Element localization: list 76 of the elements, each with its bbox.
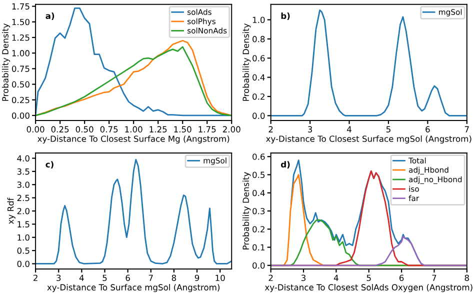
x-tick-label: 5 bbox=[386, 126, 390, 132]
x-tick-label: 10 bbox=[216, 274, 225, 282]
line-series bbox=[270, 9, 467, 116]
y-tick-label: 0.6 bbox=[252, 154, 265, 160]
x-tick-label: 1.00 bbox=[125, 126, 142, 132]
x-tick-label: 4 bbox=[347, 126, 352, 132]
x-tick-label: 8 bbox=[464, 274, 469, 282]
y-tick-label: 0.1 bbox=[252, 244, 264, 251]
x-axis-title: xy-Distance To Closest Surface Mg (Angstrom) bbox=[38, 135, 230, 144]
y-tick-label: 0.0 bbox=[17, 260, 30, 268]
x-tick-label: 2 bbox=[268, 126, 273, 132]
y-tick-label: 0.0 bbox=[252, 262, 265, 269]
x-tick-label: 2 bbox=[268, 274, 273, 281]
y-tick-label: 1.25 bbox=[12, 34, 30, 41]
line-series bbox=[270, 236, 467, 266]
x-tick-label: 1.75 bbox=[198, 126, 216, 132]
x-axis-title: xy-Distance To Closest Surface mgSol (Angstrom) bbox=[266, 135, 472, 144]
x-tick-label: 2.00 bbox=[222, 126, 240, 132]
y-tick-label: 0.5 bbox=[252, 172, 265, 178]
y-tick-label: 0.6 bbox=[252, 55, 265, 62]
y-tick-label: 1.5 bbox=[18, 221, 30, 228]
annotation: b) bbox=[281, 12, 290, 20]
y-tick-label: 0.2 bbox=[252, 226, 264, 232]
y-tick-label: 3.0 bbox=[17, 182, 30, 188]
annotation: a) bbox=[46, 12, 54, 20]
y-tick-label: 0.25 bbox=[12, 96, 30, 104]
y-axis-title: Probability Density bbox=[2, 23, 10, 101]
y-tick-label: 1.0 bbox=[252, 16, 265, 24]
x-axis-title: xy-Distance To Surface mgSol (Angstrom) bbox=[47, 284, 220, 292]
y-tick-label: 0.0 bbox=[252, 112, 265, 119]
x-tick-label: 4 bbox=[79, 274, 84, 281]
x-tick-label: 8 bbox=[172, 274, 176, 282]
y-tick-label: 2.0 bbox=[17, 208, 30, 214]
line-series bbox=[36, 158, 232, 264]
x-tick-label: 1.50 bbox=[174, 126, 192, 132]
y-tick-label: 0.50 bbox=[12, 81, 30, 88]
y-tick-label: 2.5 bbox=[17, 194, 30, 202]
x-tick-label: 7 bbox=[432, 274, 436, 281]
x-tick-label: 7 bbox=[464, 126, 469, 132]
y-tick-label: 0.4 bbox=[252, 74, 265, 81]
y-tick-label: 0.3 bbox=[252, 208, 265, 214]
y-tick-label: 0.4 bbox=[252, 190, 265, 196]
y-axis-title: Probability Density bbox=[242, 23, 251, 101]
y-tick-label: 1.75 bbox=[12, 3, 30, 10]
x-axis-title: xy-Distance To Closest SolAds Oxygen (Angstrom) bbox=[264, 284, 472, 292]
annotation: c) bbox=[46, 161, 54, 169]
x-tick-label: 9 bbox=[194, 274, 200, 282]
y-tick-label: 0.00 bbox=[12, 112, 30, 119]
x-tick-label: 6 bbox=[399, 274, 404, 282]
y-axis-title: Probability Density bbox=[242, 172, 251, 250]
x-tick-label: 3 bbox=[301, 274, 306, 282]
x-tick-label: 3 bbox=[308, 126, 312, 132]
x-tick-label: 0.25 bbox=[51, 126, 69, 132]
x-tick-label: 7 bbox=[148, 274, 153, 281]
annotation: d) bbox=[281, 161, 290, 169]
x-tick-label: 6 bbox=[426, 126, 430, 132]
x-tick-label: 5 bbox=[102, 274, 107, 282]
y-tick-label: 0.8 bbox=[252, 36, 265, 42]
y-tick-label: 0.5 bbox=[17, 248, 30, 254]
y-tick-label: 1.50 bbox=[12, 18, 30, 26]
y-tick-label: 1.00 bbox=[12, 50, 30, 56]
x-tick-label: 2 bbox=[34, 274, 38, 281]
x-tick-label: 0.50 bbox=[76, 126, 94, 132]
x-tick-label: 5 bbox=[366, 274, 371, 282]
y-tick-label: 1.0 bbox=[18, 234, 30, 241]
x-tick-label: 0.00 bbox=[26, 126, 44, 132]
x-tick-label: 3 bbox=[56, 274, 61, 282]
x-tick-label: 4 bbox=[334, 274, 338, 281]
y-tick-label: 3.5 bbox=[17, 168, 30, 175]
y-tick-label: 0.2 bbox=[252, 93, 264, 100]
y-tick-label: 0.75 bbox=[12, 66, 30, 72]
x-tick-label: 0.75 bbox=[100, 126, 118, 132]
x-tick-label: 6 bbox=[126, 274, 130, 282]
x-tick-label: 1.25 bbox=[150, 126, 167, 132]
y-tick-label: 4.0 bbox=[17, 155, 30, 162]
y-axis-title: xy Rdf bbox=[7, 198, 16, 224]
